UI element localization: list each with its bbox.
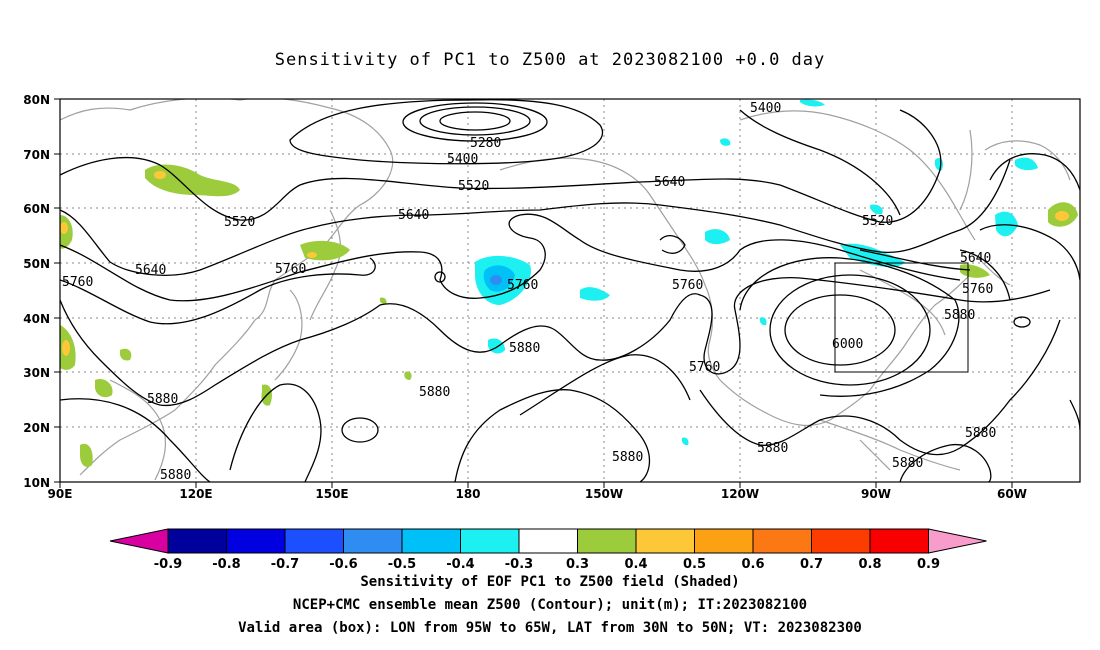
colorbar-label: 0.8 — [858, 557, 881, 572]
lon-label: 120W — [721, 487, 759, 501]
lat-label: 80N — [23, 93, 50, 107]
contour-label: 5400 — [447, 152, 478, 167]
contour-label: 6000 — [832, 337, 863, 352]
colorbar-swatch — [635, 528, 695, 554]
lat-label: 50N — [23, 257, 50, 271]
colorbar-swatch — [284, 528, 344, 554]
colorbar-swatch — [752, 528, 812, 554]
colorbar-label: -0.8 — [212, 557, 240, 572]
contour-label: 5880 — [147, 392, 178, 407]
contour-label: 5520 — [458, 179, 489, 194]
colorbar-arrow-max — [928, 528, 987, 554]
contour-label: 5880 — [892, 456, 923, 471]
contour-label: 5760 — [962, 282, 993, 297]
colorbar-swatch — [343, 528, 403, 554]
sensitivity-shading — [60, 99, 1078, 467]
colorbar-label: -0.4 — [446, 557, 474, 572]
colorbar-label: 0.6 — [741, 557, 764, 572]
z500-contours — [60, 99, 1080, 482]
contour-label: 5640 — [654, 175, 685, 190]
tick-marks — [54, 98, 1013, 488]
lon-label: 120E — [179, 487, 212, 501]
lat-label: 30N — [23, 366, 50, 380]
lon-label: 90E — [48, 487, 73, 501]
contour-label: 5280 — [470, 136, 501, 151]
map-frame — [59, 98, 1081, 483]
map-background — [60, 99, 1080, 482]
colorbar-swatch — [811, 528, 871, 554]
contour-label: 5880 — [944, 308, 975, 323]
colorbar-label: -0.7 — [271, 557, 299, 572]
colorbar-label: -0.6 — [329, 557, 357, 572]
colorbar-swatch — [401, 528, 461, 554]
colorbar-label: 0.5 — [683, 557, 706, 572]
lon-label: 150E — [315, 487, 348, 501]
colorbar-label: -0.9 — [154, 557, 182, 572]
colorbar-swatch — [694, 528, 754, 554]
caption-line-1: Sensitivity of EOF PC1 to Z500 field (Sh… — [360, 574, 740, 590]
lat-label: 40N — [23, 312, 50, 326]
contour-label: 5880 — [509, 341, 540, 356]
longitude-labels: 90E 120E 150E 180 150W 120W 90W 60W — [48, 487, 1027, 501]
colorbar-swatch — [869, 528, 929, 554]
lon-label: 90W — [861, 487, 891, 501]
contour-label: 5640 — [960, 251, 991, 266]
contour-label: 5880 — [757, 441, 788, 456]
contour-label: 5760 — [275, 262, 306, 277]
latitude-labels: 80N 70N 60N 50N 40N 30N 20N 10N — [23, 93, 50, 490]
gridlines — [60, 99, 1080, 482]
lat-label: 60N — [23, 202, 50, 216]
lat-label: 10N — [23, 476, 50, 490]
colorbar-swatch — [577, 528, 637, 554]
colorbar-label: -0.5 — [388, 557, 416, 572]
contour-label: 5760 — [507, 278, 538, 293]
colorbar-arrow-min — [109, 528, 169, 554]
lon-label: 180 — [455, 487, 480, 501]
contour-label: 5760 — [62, 275, 93, 290]
contour-label: 5400 — [750, 101, 781, 116]
colorbar-label: 0.7 — [800, 557, 823, 572]
colorbar-label: 0.4 — [624, 557, 647, 572]
lat-label: 20N — [23, 421, 50, 435]
lon-label: 60W — [997, 487, 1027, 501]
colorbar-swatch — [226, 528, 286, 554]
contour-label: 5760 — [689, 360, 720, 375]
colorbar-swatch — [167, 528, 227, 554]
contour-label: 5880 — [965, 426, 996, 441]
contour-label: 5760 — [672, 278, 703, 293]
contour-label: 5640 — [398, 208, 429, 223]
lat-label: 70N — [23, 148, 50, 162]
contour-label: 5880 — [160, 468, 191, 483]
colorbar: -0.9 -0.8 -0.7 -0.6 -0.5 -0.4 -0.3 0.3 0.4 0.5 0.6… — [109, 528, 987, 572]
map-title: Sensitivity of PC1 to Z500 at 2023082100… — [274, 50, 826, 70]
contour-label: 5640 — [135, 263, 166, 278]
colorbar-label: 0.3 — [566, 557, 589, 572]
lon-label: 150W — [585, 487, 623, 501]
contour-label: 5880 — [612, 450, 643, 465]
colorbar-label: 0.9 — [917, 557, 940, 572]
contour-label: 5880 — [419, 385, 450, 400]
contour-label: 5520 — [224, 215, 255, 230]
valid-area-box — [834, 262, 969, 373]
contour-label: 5520 — [862, 214, 893, 229]
colorbar-label: -0.3 — [505, 557, 533, 572]
caption-line-2: NCEP+CMC ensemble mean Z500 (Contour); u… — [292, 597, 808, 613]
colorbar-swatch — [460, 528, 520, 554]
colorbar-swatch — [518, 528, 578, 554]
caption-line-3: Valid area (box): LON from 95W to 65W, L… — [238, 620, 862, 636]
contour-labels: 5280 5400 5400 5520 5520 5520 5640 5640 … — [62, 101, 996, 483]
